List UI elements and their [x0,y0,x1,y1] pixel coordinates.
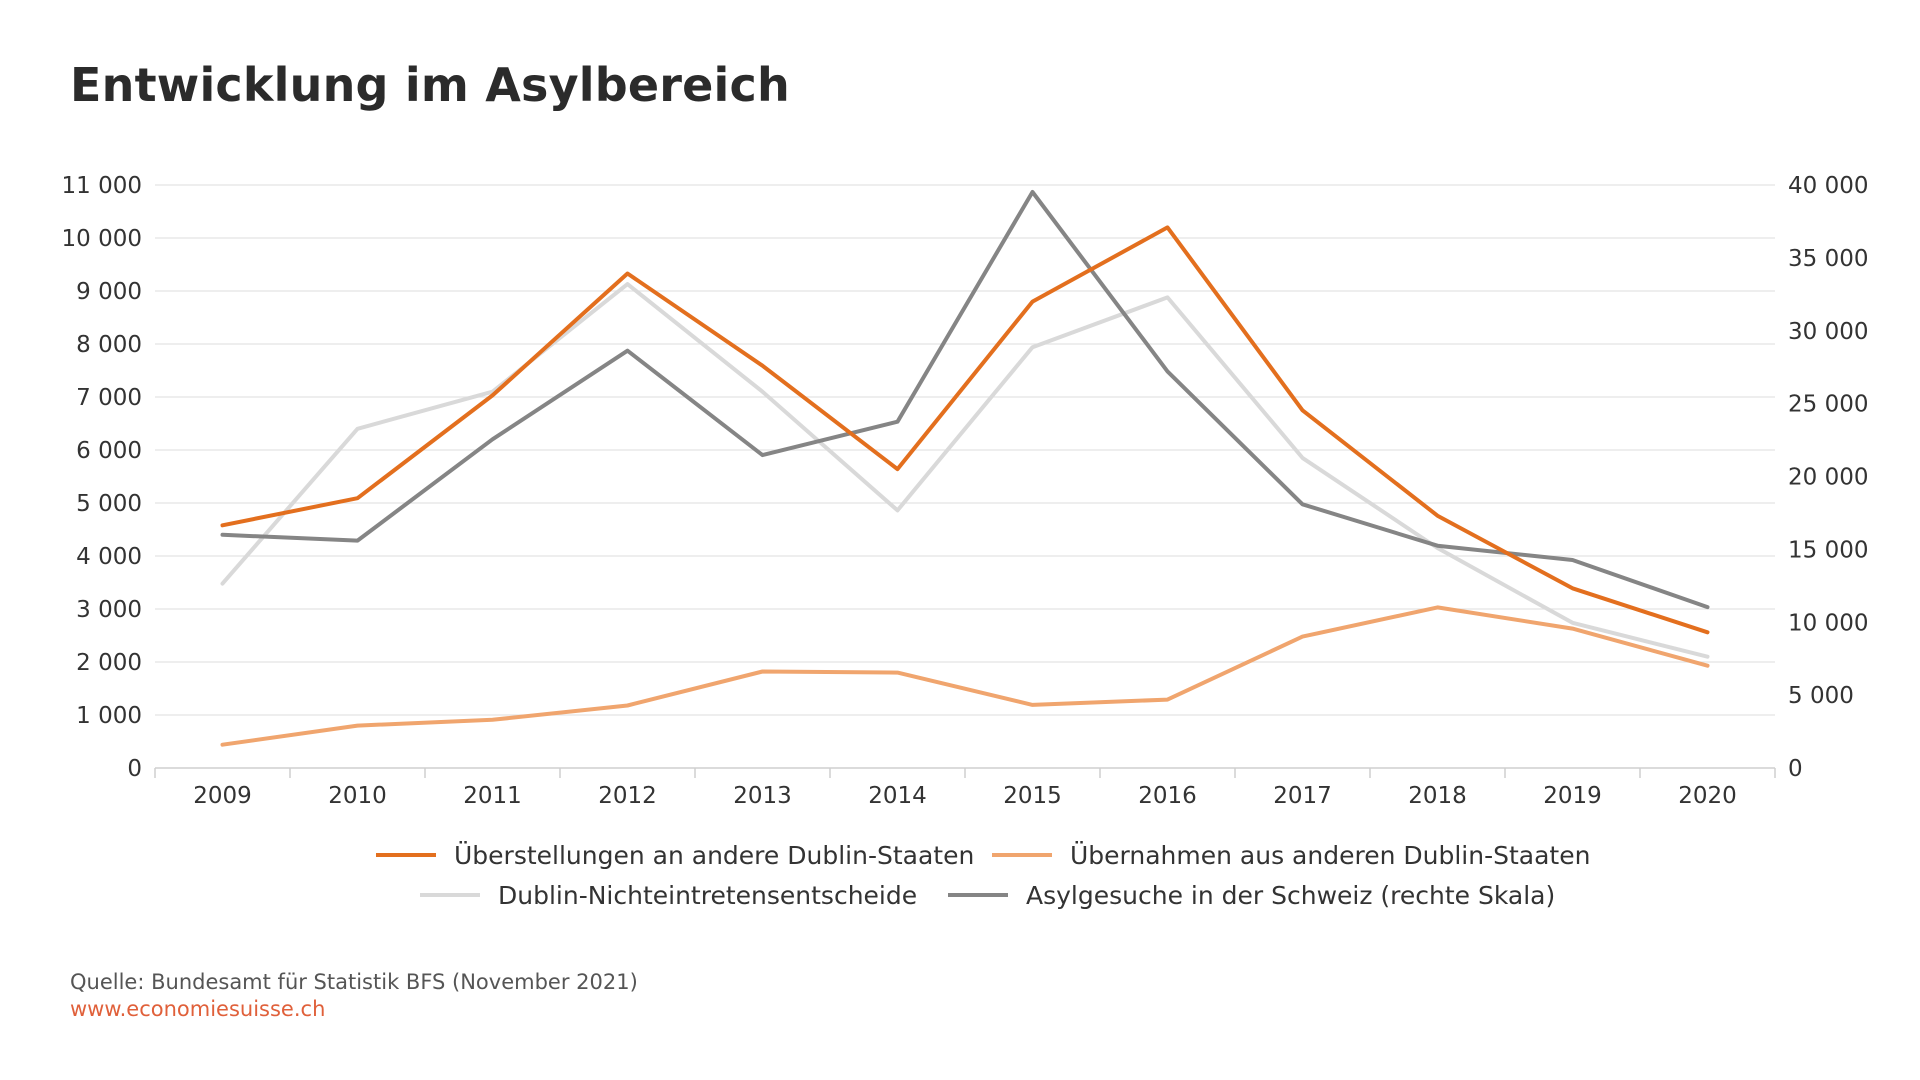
right-tick-label: 15 000 [1788,537,1868,563]
series-line [220,225,1710,635]
x-axis: 2009 2010 2011 2012 2013 2014 2015 2016 2017 2018… [154,767,1776,809]
right-tick-label: 0 [1788,756,1803,782]
left-tick-label: 9 000 [76,279,142,305]
left-tick-label: 0 [127,756,142,782]
right-axis: 0 5 000 10 000 15 000 20 000 25 000 30 000 35 0… [1788,173,1868,782]
x-tick-label: 2019 [1543,783,1602,809]
right-tick-label: 35 000 [1788,246,1868,272]
x-tick-label: 2018 [1408,783,1467,809]
x-tick-label: 2011 [463,783,522,809]
series-line [220,282,1710,659]
x-tick-label: 2014 [868,783,927,809]
right-tick-label: 20 000 [1788,465,1868,491]
left-tick-label: 1 000 [76,703,142,729]
series-line [220,605,1710,747]
x-tick-label: 2015 [1003,783,1062,809]
left-tick-label: 4 000 [76,544,142,570]
left-tick-label: 11 000 [62,173,142,199]
gridlines [155,184,1775,716]
website-link[interactable]: www.economiesuisse.ch [70,997,326,1021]
x-tick-label: 2012 [598,783,657,809]
legend-label: Übernahmen aus anderen Dublin-Staaten [1070,841,1590,870]
x-tick-label: 2010 [328,783,387,809]
left-tick-label: 8 000 [76,332,142,358]
right-tick-label: 30 000 [1788,319,1868,345]
legend-label: Dublin-Nichteintretensentscheide [498,881,917,910]
right-tick-label: 10 000 [1788,610,1868,636]
x-tick-label: 2020 [1678,783,1737,809]
left-tick-label: 5 000 [76,491,142,517]
left-tick-label: 3 000 [76,597,142,623]
right-tick-label: 40 000 [1788,173,1868,199]
legend-label: Überstellungen an andere Dublin-Staaten [454,841,974,870]
x-tick-label: 2016 [1138,783,1197,809]
left-tick-label: 10 000 [62,226,142,252]
series-line [220,190,1710,610]
x-tick-label: 2009 [193,783,252,809]
left-tick-label: 6 000 [76,438,142,464]
left-tick-label: 7 000 [76,385,142,411]
left-axis: 0 1 000 2 000 3 000 4 000 5 000 6 000 7 000 8 00… [62,173,142,782]
x-tick-label: 2013 [733,783,792,809]
series-lines [220,190,1710,747]
right-tick-label: 5 000 [1788,683,1854,709]
chart-title: Entwicklung im Asylbereich [70,58,790,112]
left-tick-label: 2 000 [76,650,142,676]
legend-label: Asylgesuche in der Schweiz (rechte Skala… [1026,881,1555,910]
x-tick-label: 2017 [1273,783,1332,809]
source-note: Quelle: Bundesamt für Statistik BFS (Nov… [70,970,638,994]
right-tick-label: 25 000 [1788,392,1868,418]
legend: Überstellungen an andere Dublin-Staaten Ü… [376,841,1590,910]
